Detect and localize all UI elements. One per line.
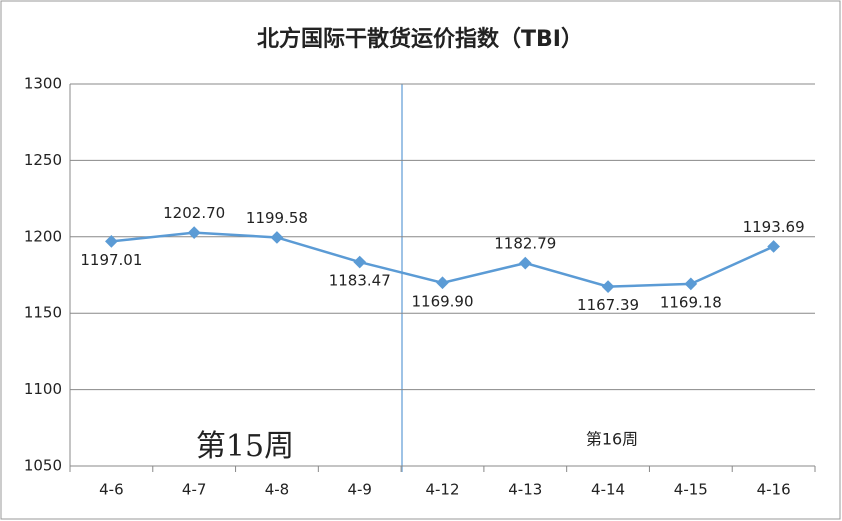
y-tick-label: 1200 bbox=[24, 227, 62, 245]
y-tick-label: 1100 bbox=[24, 380, 62, 398]
y-tick-label: 1050 bbox=[24, 457, 62, 475]
x-tick-label: 4-8 bbox=[265, 481, 290, 499]
x-tick-label: 4-13 bbox=[508, 481, 542, 499]
data-label: 1202.70 bbox=[163, 204, 225, 222]
week-label: 第16周 bbox=[586, 430, 638, 449]
chart-title: 北方国际干散货运价指数（TBI） bbox=[257, 26, 583, 52]
data-label: 1169.90 bbox=[411, 292, 473, 310]
x-tick-label: 4-7 bbox=[182, 481, 207, 499]
y-tick-label: 1150 bbox=[24, 304, 62, 322]
x-tick-label: 4-16 bbox=[757, 481, 791, 499]
y-tick-label: 1250 bbox=[24, 151, 62, 169]
data-point bbox=[270, 231, 284, 244]
data-label: 1197.01 bbox=[80, 251, 142, 269]
data-label: 1183.47 bbox=[329, 272, 391, 290]
data-label: 1182.79 bbox=[494, 235, 556, 253]
x-tick-label: 4-6 bbox=[99, 481, 124, 499]
data-point bbox=[187, 226, 201, 240]
data-label: 1167.39 bbox=[577, 296, 639, 314]
x-tick-label: 4-12 bbox=[425, 481, 459, 499]
y-tick-label: 1300 bbox=[24, 75, 62, 93]
data-label: 1193.69 bbox=[743, 218, 805, 236]
x-tick-label: 4-15 bbox=[674, 481, 708, 499]
data-point bbox=[353, 255, 367, 269]
x-tick-label: 4-14 bbox=[591, 481, 625, 499]
data-label: 1199.58 bbox=[246, 209, 308, 227]
week-label: 第15周 bbox=[196, 429, 294, 464]
x-tick-label: 4-9 bbox=[347, 481, 372, 499]
data-label: 1169.18 bbox=[660, 293, 722, 311]
data-point bbox=[105, 235, 118, 248]
data-point bbox=[436, 276, 449, 290]
